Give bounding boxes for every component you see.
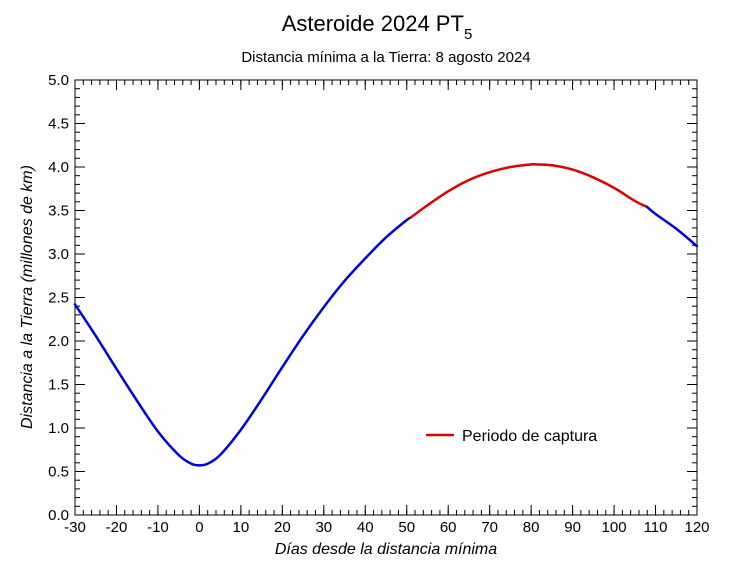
x-tick-label: 30 xyxy=(315,519,332,536)
x-tick-label: 80 xyxy=(523,519,540,536)
x-tick-label: 20 xyxy=(274,519,291,536)
x-tick-label: 100 xyxy=(602,519,627,536)
chart-title-subscript: 5 xyxy=(464,26,472,43)
chart-title: Asteroide 2024 PT5 xyxy=(282,11,473,43)
x-tick-label: 50 xyxy=(398,519,415,536)
y-axis-label: Distancia a la Tierra (millones de km) xyxy=(19,165,36,429)
y-tick-label: 3.5 xyxy=(48,203,69,220)
y-tick-label: 2.0 xyxy=(48,333,69,350)
y-tick-label: 0.5 xyxy=(48,464,69,481)
x-tick-label: 60 xyxy=(440,519,457,536)
y-tick-label: 1.5 xyxy=(48,377,69,394)
chart-subtitle: Distancia mínima a la Tierra: 8 agosto 2… xyxy=(241,49,530,66)
series-line-capture xyxy=(409,162,649,219)
x-axis-label: Días desde la distancia mínima xyxy=(275,541,497,558)
y-tick-label: 4.5 xyxy=(48,116,69,133)
x-tick-label: -10 xyxy=(147,519,169,536)
x-tick-label: 90 xyxy=(564,519,581,536)
x-tick-label: -20 xyxy=(106,519,128,536)
series-line-2 xyxy=(645,205,699,248)
chart-title-main: Asteroide 2024 PT xyxy=(282,11,464,36)
y-tick-label: 0.0 xyxy=(48,507,69,524)
x-tick-label: -30 xyxy=(64,519,86,536)
y-tick-label: 5.0 xyxy=(48,72,69,89)
y-tick-label: 2.5 xyxy=(48,290,69,307)
x-tick-label: 40 xyxy=(357,519,374,536)
series-line-0 xyxy=(73,216,413,467)
plot-area: -30 -20 -10 0 10 20 30 40 50 60 70 80 90 100 110 120 0.0… xyxy=(48,72,709,536)
y-tick-label: 4.0 xyxy=(48,159,69,176)
plot-frame xyxy=(74,79,698,516)
legend-label: Periodo de captura xyxy=(462,428,597,445)
x-tick-label: 0 xyxy=(195,519,203,536)
x-tick-label: 70 xyxy=(481,519,498,536)
x-tick-label: 120 xyxy=(684,519,709,536)
legend: Periodo de captura xyxy=(426,428,597,445)
x-tick-label: 10 xyxy=(233,519,250,536)
y-tick-label: 1.0 xyxy=(48,420,69,437)
x-tick-label: 110 xyxy=(644,519,668,536)
y-tick-label: 3.0 xyxy=(48,246,69,263)
